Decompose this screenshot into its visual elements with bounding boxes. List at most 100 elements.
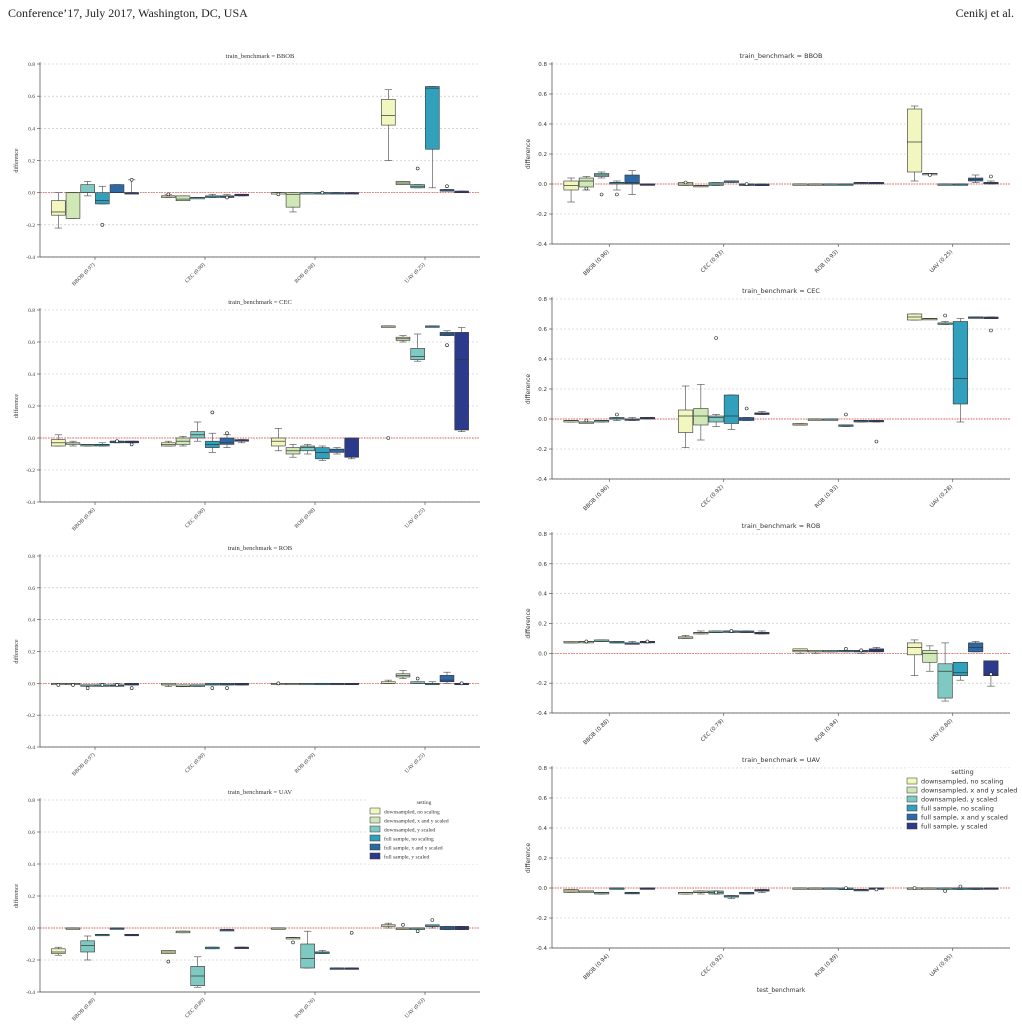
box-whisker [563,177,579,203]
x-tick-label: BBOB (0.94) [582,953,610,981]
box-whisker [344,437,359,460]
box-whisker [344,682,359,686]
box-whisker [454,681,469,686]
box-whisker [678,180,694,186]
legend-swatch [906,822,918,830]
y-tick-label: 0.6 [538,92,547,98]
box-whisker [868,182,884,185]
box [678,409,694,433]
box-whisker [219,929,235,932]
chart-panel-uav-left: -0.4 -0.2 0.0 0.2 0.4 0.6 0.8 train_benchmark =… [13,789,480,1022]
y-tick-label: 0.2 [28,159,35,165]
box-whisker [271,681,286,686]
legend-swatch [906,777,918,785]
y-tick-label: 0.2 [538,152,547,158]
y-axis-label: difference [13,639,20,664]
box-whisker [624,641,640,645]
box-whisker [922,887,938,890]
outlier-point [430,918,435,922]
outlier-point [445,343,449,348]
box-whisker [439,926,455,930]
box-whisker [594,639,610,642]
y-tick-label: 0.2 [28,650,35,656]
running-head-left: Conference’17, July 2017, Washington, DC… [8,6,248,20]
box-whisker [907,639,923,677]
box [65,192,81,219]
y-tick-label: 0.0 [538,417,547,423]
legend-title: setting [417,800,432,806]
box-whisker [693,890,709,895]
outlier-point [459,681,464,686]
box [907,642,923,656]
box-whisker [853,648,869,654]
box-whisker [329,967,345,970]
x-tick-label: BBOB (0.88) [582,718,610,746]
box-whisker [80,935,95,961]
box-whisker [922,645,938,672]
x-tick-label: UAV (0.25) [403,506,426,529]
box-whisker [823,887,839,890]
y-tick-label: 0.8 [28,308,35,314]
box-whisker [381,325,396,440]
box-whisker [300,682,315,686]
box-whisker [381,922,396,929]
box-whisker [578,176,594,191]
y-tick-label: 0.8 [538,297,547,303]
box-whisker [315,190,330,195]
outlier-point [989,328,993,333]
legend-entry-label: downsampled, y scaled [384,828,435,834]
box [952,661,968,677]
box-whisker [175,684,191,687]
box-whisker [907,313,923,321]
y-tick-label: 0.2 [538,387,547,393]
y-tick-label: 0.8 [28,62,35,68]
outlier-point [645,639,650,644]
box-whisker [219,431,235,448]
outlier-point [276,192,281,197]
box-whisker [639,639,655,644]
y-tick-label: 0.0 [28,926,35,932]
box-whisker [868,887,884,892]
y-tick-label: 0.0 [28,191,35,197]
box-whisker [425,681,440,686]
box [271,437,286,447]
box [439,675,455,683]
x-tick-label: ROB (0.76) [293,996,316,1019]
box-whisker [693,630,709,635]
box-whisker [807,418,823,421]
legend-background [905,768,1020,834]
outlier-point [115,439,119,443]
outlier-point [56,683,61,687]
y-tick-label: 0.6 [28,94,35,100]
box-whisker [868,420,884,444]
box-whisker [439,330,455,348]
y-axis-label: difference [525,139,532,169]
y-tick-label: 0.4 [28,126,35,132]
box-whisker [454,926,469,930]
outlier-point [320,190,325,195]
box-whisker [723,895,739,899]
x-tick-label: BBOB (0.89) [71,996,97,1022]
outlier-point [129,686,134,690]
box-whisker [639,183,655,186]
legend-swatch [369,843,381,851]
box-whisker [823,650,839,653]
box-whisker [124,934,139,937]
box-whisker [739,892,755,895]
chart-panel-cec-left: -0.4 -0.2 0.0 0.2 0.4 0.6 0.8 train_benchmark =… [13,299,480,532]
box-whisker [739,406,755,421]
box-whisker [823,183,839,186]
legend-swatch [369,834,381,842]
outlier-point [615,412,619,417]
box-whisker [792,648,808,654]
box-whisker [161,683,176,687]
box-whisker [395,923,411,930]
box-whisker [190,684,205,687]
box-whisker [381,89,396,161]
box-whisker [65,192,81,219]
y-tick-label: 0.4 [538,357,547,363]
y-axis-label: difference [525,374,532,404]
box-whisker [271,192,286,197]
box-whisker [807,887,823,890]
box [381,99,396,126]
